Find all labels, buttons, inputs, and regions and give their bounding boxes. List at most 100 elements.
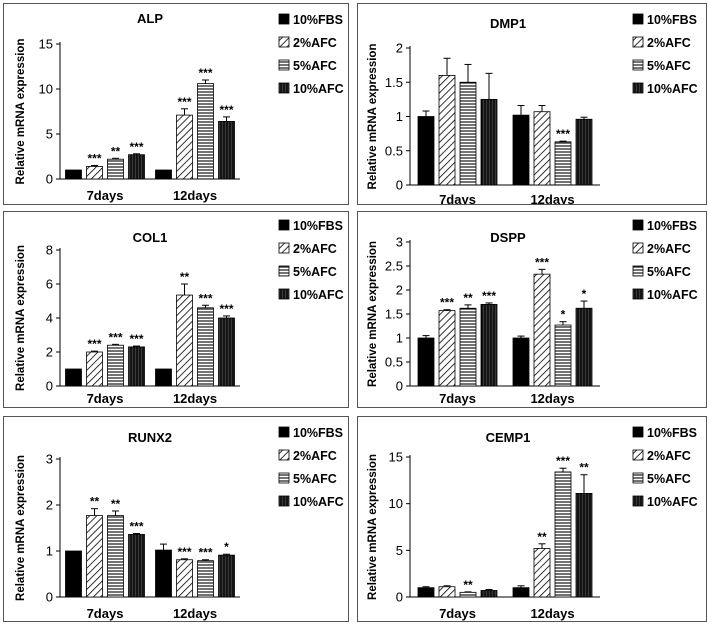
legend-swatch	[632, 449, 644, 461]
y-axis-label: Relative mRNA expression	[367, 454, 379, 600]
bar	[533, 273, 551, 387]
y-tick-label: 0	[46, 379, 53, 394]
panel-alp: ALP Relative mRNA expression 0 5 10 15 *** ** **…	[3, 3, 349, 205]
legend-label: 2%AFC	[293, 449, 337, 463]
significance-label: **	[463, 291, 473, 305]
significance-label: ***	[482, 289, 496, 303]
legend-swatch	[278, 495, 290, 507]
legend-label: 10%AFC	[647, 82, 698, 96]
legend-label: 2%AFC	[647, 36, 691, 50]
bar	[417, 337, 435, 387]
category-label: 7days	[439, 606, 476, 621]
y-tick-label: 0	[46, 172, 53, 187]
y-tick-label: 2	[396, 41, 403, 56]
significance-label: ***	[129, 332, 143, 346]
significance-label: ***	[177, 95, 191, 109]
bar	[459, 81, 477, 186]
bar	[197, 560, 214, 598]
category-label: 12days	[173, 391, 217, 406]
bar	[86, 515, 103, 598]
significance-label: ***	[198, 291, 212, 305]
significance-label: ***	[129, 140, 143, 154]
bar	[512, 114, 530, 186]
y-tick-label: 3	[46, 452, 53, 467]
bar	[218, 317, 235, 387]
legend-swatch	[632, 219, 644, 231]
bar	[459, 591, 477, 598]
bar	[107, 158, 124, 180]
legend-label: 10%FBS	[647, 13, 697, 27]
bar	[533, 548, 551, 598]
legend-label: 2%AFC	[293, 242, 337, 256]
category-label: 7days	[87, 606, 124, 621]
y-tick-label: 1.5	[385, 75, 403, 90]
significance-label: **	[463, 578, 473, 592]
chart-title: CEMP1	[486, 430, 531, 445]
legend-swatch	[278, 13, 290, 25]
bar	[554, 324, 572, 387]
y-axis-label: Relative mRNA expression	[15, 455, 27, 601]
bar	[438, 586, 456, 598]
y-tick-label: 1	[46, 544, 53, 559]
bar	[197, 307, 214, 387]
y-axis-label: Relative mRNA expression	[367, 44, 379, 190]
y-tick-label: 1	[396, 109, 403, 124]
significance-label: ***	[108, 330, 122, 344]
bar	[438, 75, 456, 186]
y-tick-label: 5	[396, 543, 403, 558]
legend-label: 10%AFC	[293, 495, 344, 509]
chart-dspp: DSPP Relative mRNA expression 0 0.5 1 1.5 2 2.5…	[367, 219, 698, 406]
significance-label: ***	[129, 520, 143, 534]
y-tick-label: 0	[396, 379, 403, 394]
significance-label: *	[561, 308, 566, 322]
category-label: 12days	[530, 606, 574, 621]
y-tick-label: 2	[46, 345, 53, 360]
bar	[65, 368, 82, 387]
legend-label: 5%AFC	[647, 59, 691, 73]
legend-label: 5%AFC	[647, 472, 691, 486]
legend-label: 10%FBS	[293, 426, 343, 440]
legend-swatch	[278, 219, 290, 231]
legend-swatch	[278, 449, 290, 461]
significance-label: **	[90, 495, 100, 509]
chart-title: ALP	[137, 11, 163, 26]
legend-swatch	[632, 242, 644, 254]
significance-label: ***	[556, 454, 570, 468]
chart-cemp1: CEMP1 Relative mRNA expression 0 5 10 15 ** 7da…	[367, 426, 698, 621]
bar	[86, 351, 103, 387]
legend-swatch	[632, 13, 644, 25]
legend-swatch	[278, 472, 290, 484]
legend-swatch	[278, 82, 290, 94]
panel-col1: COL1 Relative mRNA expression 0 2 4 6 8 *** *** *…	[3, 211, 349, 408]
legend-label: 10%FBS	[293, 219, 343, 233]
legend-swatch	[632, 426, 644, 438]
bar	[65, 169, 82, 180]
significance-label: **	[579, 461, 589, 475]
bar	[155, 549, 172, 598]
legend-label: 10%FBS	[647, 426, 697, 440]
bar	[417, 116, 435, 186]
bar	[218, 554, 235, 598]
significance-label: ***	[219, 302, 233, 316]
chart-dmp1: DMP1 Relative mRNA expression 0 0.5 1 1.5 2 7da…	[367, 13, 698, 204]
chart-title: DMP1	[490, 16, 526, 31]
bar	[155, 169, 172, 180]
y-tick-label: 5	[46, 127, 53, 142]
legend-swatch	[632, 82, 644, 94]
bar	[128, 154, 145, 180]
category-label: 7days	[87, 188, 124, 203]
bar	[155, 368, 172, 387]
y-tick-label: 2	[396, 283, 403, 298]
bar	[575, 307, 593, 387]
significance-label: ***	[198, 66, 212, 80]
y-tick-label: 0	[396, 590, 403, 605]
significance-label: **	[180, 270, 190, 284]
significance-label: *	[582, 287, 587, 301]
legend-label: 10%FBS	[293, 13, 343, 27]
panel-dmp1: DMP1 Relative mRNA expression 0 0.5 1 1.5 2 7da…	[357, 3, 707, 205]
category-label: 12days	[530, 192, 574, 204]
y-tick-label: 15	[39, 37, 53, 52]
bar	[438, 310, 456, 387]
significance-label: ***	[556, 127, 570, 141]
bar	[176, 294, 193, 387]
